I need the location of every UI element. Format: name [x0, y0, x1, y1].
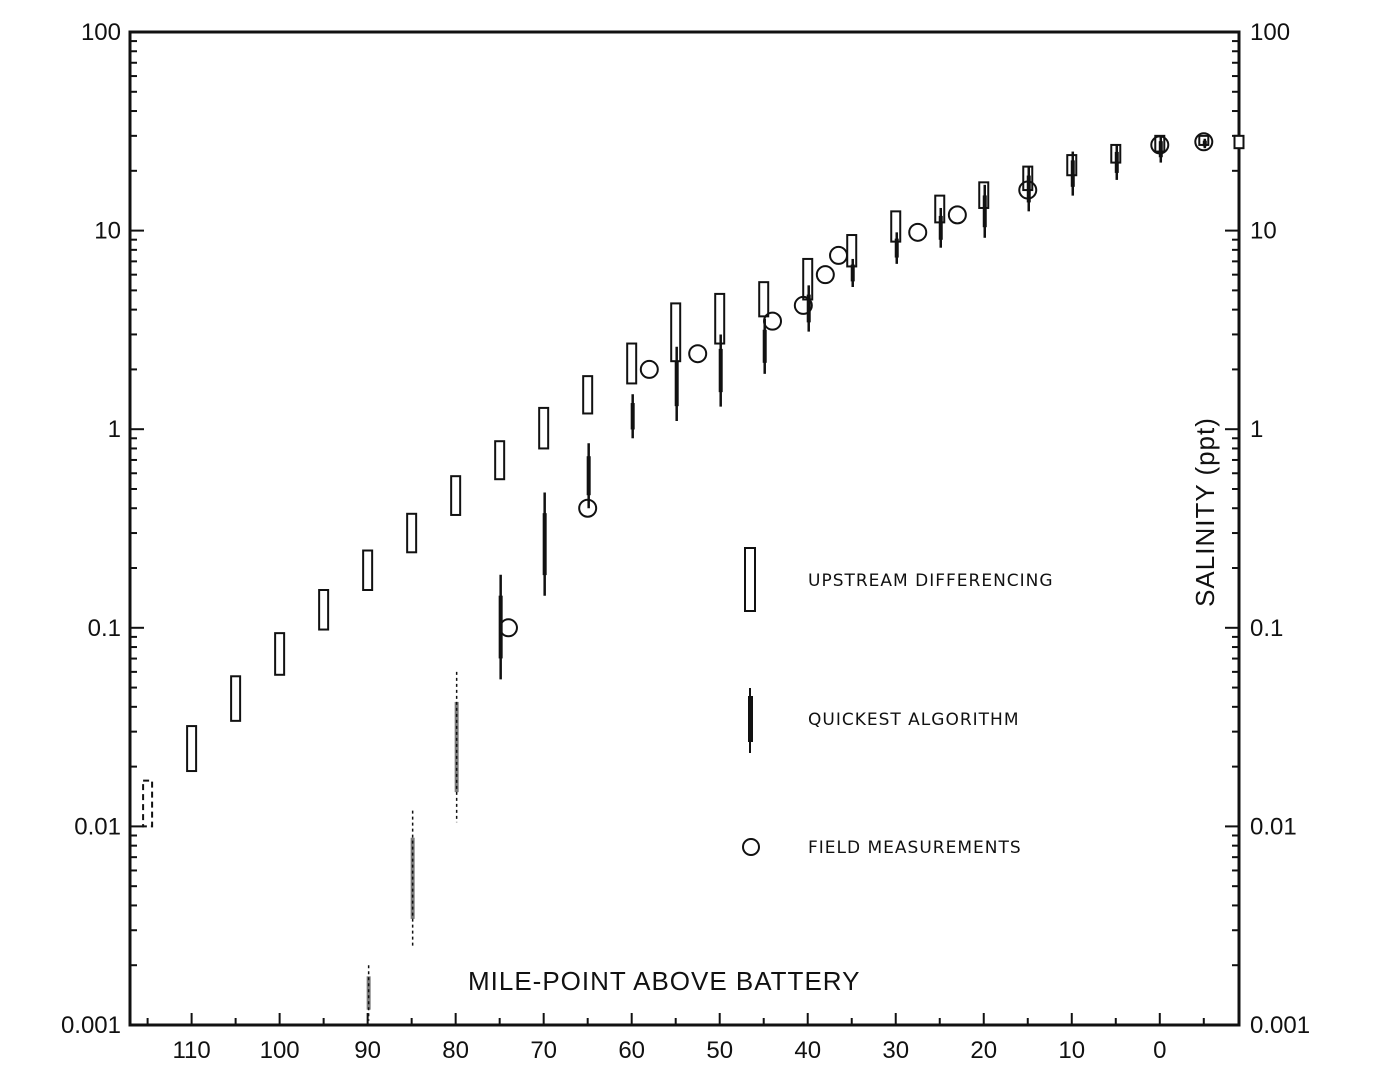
quickest-algorithm-core — [1202, 140, 1207, 147]
field-measurement-point — [793, 295, 813, 315]
y-tick-label-right: 1 — [1250, 416, 1263, 443]
quickest-algorithm-core — [762, 329, 767, 363]
quickest-algorithm-core — [410, 837, 415, 919]
field-measurement-point — [639, 359, 659, 379]
y-tick-label-left: 100 — [81, 19, 121, 46]
field-measurement-point — [908, 222, 928, 242]
upstream-differencing-bar — [186, 725, 198, 773]
legend-marker-quickest-algorithm — [748, 688, 753, 753]
quickest-algorithm-core — [806, 294, 811, 323]
x-tick-label: 90 — [354, 1037, 381, 1064]
quickest-algorithm-core — [1026, 175, 1031, 203]
quickest-algorithm-core — [674, 361, 679, 407]
quickest-algorithm-core — [894, 238, 899, 258]
quickest-algorithm-core — [366, 976, 371, 1010]
upstream-differencing-bar — [230, 675, 242, 722]
upstream-differencing-bar — [318, 589, 330, 631]
quickest-algorithm-core — [1114, 151, 1119, 173]
upstream-differencing-bar — [406, 512, 418, 554]
y-tick-label-right: 100 — [1250, 19, 1290, 46]
upstream-differencing-bar — [1233, 134, 1245, 150]
y-tick-label-left: 10 — [94, 218, 121, 245]
x-tick-label: 80 — [442, 1037, 469, 1064]
quickest-algorithm-core — [982, 195, 987, 228]
x-tick-label: 70 — [530, 1037, 557, 1064]
quickest-algorithm-core — [850, 264, 855, 282]
quickest-algorithm-core — [542, 513, 547, 576]
y-tick-label-right: 10 — [1250, 218, 1277, 245]
field-measurement-point — [763, 311, 783, 331]
upstream-differencing-bar — [582, 375, 594, 415]
quickest-algorithm-core — [630, 403, 635, 430]
field-measurement-point — [829, 245, 849, 265]
upstream-differencing-bar — [274, 632, 286, 676]
upstream-differencing-bar — [538, 406, 550, 450]
quickest-algorithm-core — [938, 215, 943, 240]
upstream-differencing-bar — [362, 549, 374, 592]
x-axis-title: MILE-POINT ABOVE BATTERY — [468, 966, 860, 996]
field-measurement-point — [1194, 132, 1214, 152]
quickest-algorithm-core — [1158, 141, 1163, 158]
series-layer — [142, 132, 1245, 1021]
quickest-algorithm-core — [1070, 160, 1075, 187]
field-measurement-point — [688, 344, 708, 364]
upstream-differencing-bar — [494, 440, 506, 481]
x-tick-label: 60 — [618, 1037, 645, 1064]
legend-label-upstream-differencing: UPSTREAM DIFFERENCING — [808, 571, 1054, 591]
quickest-algorithm-core — [454, 701, 459, 793]
y-axis-title: SALINITY (ppt) — [1190, 417, 1220, 607]
quickest-algorithm-core — [586, 456, 591, 496]
x-tick-label: 30 — [882, 1037, 909, 1064]
x-tick-label: 20 — [970, 1037, 997, 1064]
y-tick-label-left: 0.1 — [88, 615, 121, 642]
field-measurement-point — [947, 205, 967, 225]
x-tick-label: 40 — [794, 1037, 821, 1064]
legend-label-field-measurements: FIELD MEASUREMENTS — [808, 838, 1022, 858]
field-measurement-point — [578, 498, 598, 518]
plot-frame — [128, 30, 1241, 1027]
legend-marker-field-measurements — [742, 838, 760, 856]
upstream-differencing-bar — [142, 779, 154, 828]
x-tick-label: 0 — [1153, 1037, 1166, 1064]
y-tick-label-left: 1 — [108, 416, 121, 443]
upstream-differencing-bar — [626, 342, 638, 385]
x-tick-label: 50 — [706, 1037, 733, 1064]
quickest-algorithm-core — [718, 348, 723, 393]
x-tick-label: 110 — [172, 1037, 210, 1064]
upstream-differencing-bar — [450, 475, 462, 516]
y-tick-label-left: 0.01 — [74, 813, 121, 840]
legend: UPSTREAM DIFFERENCING QUICKEST ALGORITHM… — [742, 547, 1054, 858]
field-measurement-point — [498, 618, 518, 638]
y-tick-label-right: 0.1 — [1250, 615, 1283, 642]
upstream-differencing-bar — [758, 281, 770, 318]
legend-label-quickest-algorithm: QUICKEST ALGORITHM — [808, 710, 1020, 730]
y-tick-label-right: 0.01 — [1250, 813, 1297, 840]
y-tick-label-left: 0.001 — [61, 1012, 121, 1039]
legend-marker-upstream-differencing — [744, 547, 756, 612]
field-measurement-point — [1150, 135, 1170, 155]
y-tick-label-right: 0.001 — [1250, 1012, 1310, 1039]
x-tick-label: 100 — [260, 1037, 300, 1064]
field-measurement-point — [815, 265, 835, 285]
x-tick-label: 10 — [1058, 1037, 1085, 1064]
field-measurement-point — [1018, 180, 1038, 200]
